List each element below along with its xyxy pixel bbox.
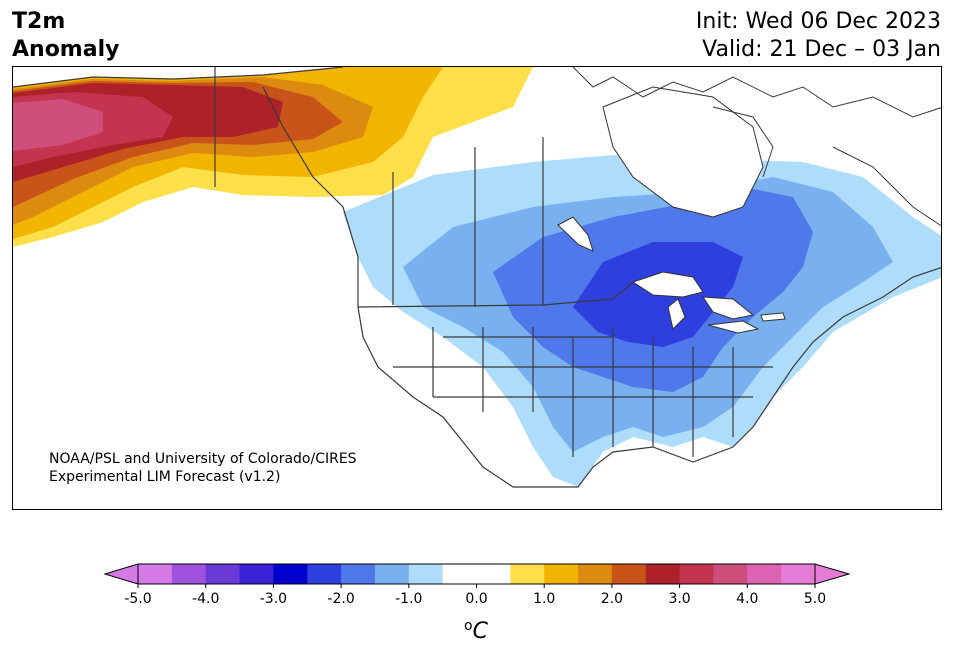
colorbar-ticks: -5.0 -4.0 -3.0 -2.0 -1.0 0.0 1.0 2.0 3.0 4.0 5.0 [124, 584, 826, 607]
colorbar-segments [138, 564, 816, 584]
colorbar-segment [781, 564, 816, 584]
cold-anomaly-region [343, 155, 941, 487]
anomaly-map [12, 66, 942, 510]
colorbar-tick-label: -3.0 [260, 591, 287, 607]
colorbar-tick-label: 1.0 [533, 591, 555, 607]
colorbar-segment [679, 564, 714, 584]
lakes [557, 86, 786, 334]
forecast-dates: Init: Wed 06 Dec 2023 Valid: 21 Dec – 03… [696, 8, 941, 64]
colorbar: -5.0 -4.0 -3.0 -2.0 -1.0 0.0 1.0 2.0 3.0 4.0 5.0 o… [103, 563, 851, 644]
valid-date: Valid: 21 Dec – 03 Jan [702, 37, 941, 62]
colorbar-tick-label: 4.0 [736, 591, 758, 607]
map-title: T2m Anomaly [12, 8, 119, 64]
unit-superscript: o [464, 618, 473, 634]
colorbar-unit: oC [464, 618, 489, 644]
colorbar-segment [239, 564, 274, 584]
colorbar-tick-label: -1.0 [395, 591, 422, 607]
colorbar-tick-label: 0.0 [465, 591, 487, 607]
colorbar-tick-label: 3.0 [668, 591, 690, 607]
colorbar-segment [408, 564, 444, 584]
colorbar-tick-label: 2.0 [601, 591, 623, 607]
colorbar-segment [341, 564, 376, 584]
colorbar-segment [645, 564, 681, 584]
map-canvas [13, 67, 941, 488]
canadian-arctic [572, 67, 941, 227]
colorbar-tick-label: -5.0 [124, 591, 151, 607]
colorbar-tick-label: 5.0 [804, 591, 826, 607]
credit-line1: NOAA/PSL and University of Colorado/CIRE… [49, 451, 357, 467]
colorbar-right-extension [814, 563, 851, 585]
title-line2: Anomaly [12, 37, 120, 62]
colorbar-segment [578, 564, 613, 584]
colorbar-tick-label: -4.0 [192, 591, 219, 607]
colorbar-segment [611, 564, 647, 584]
colorbar-segment [171, 564, 207, 584]
forecast-credit: NOAA/PSL and University of Colorado/CIRE… [49, 450, 357, 486]
colorbar-segment [713, 564, 748, 584]
colorbar-segment [476, 564, 511, 584]
colorbar-segment [510, 564, 545, 584]
credit-line2: Experimental LIM Forecast (v1.2) [49, 469, 281, 485]
colorbar-segment [747, 564, 782, 584]
colorbar-segment [374, 564, 410, 584]
title-line1: T2m [12, 9, 66, 34]
unit-letter: C [473, 619, 489, 644]
colorbar-segment [138, 564, 173, 584]
colorbar-segment [307, 564, 342, 584]
colorbar-segment [205, 564, 241, 584]
colorbar-tick-label: -2.0 [327, 591, 354, 607]
colorbar-segment [544, 564, 579, 584]
colorbar-segment [273, 564, 308, 584]
colorbar-segment [442, 564, 477, 584]
init-date: Init: Wed 06 Dec 2023 [695, 9, 941, 34]
colorbar-left-extension [103, 563, 139, 585]
borders [13, 67, 941, 488]
